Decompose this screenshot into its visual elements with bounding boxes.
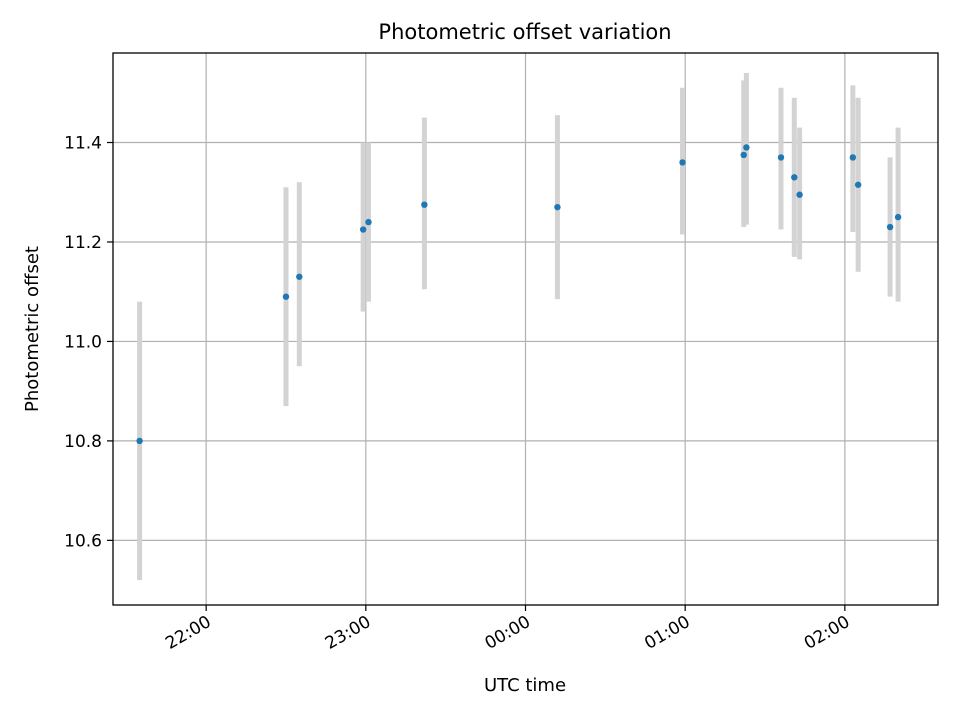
data-point [421, 201, 428, 208]
data-point [886, 223, 894, 231]
data-point [743, 144, 750, 151]
x-axis-label: UTC time [484, 675, 566, 696]
data-point [894, 213, 902, 221]
data-point [296, 273, 303, 280]
y-tick-label: 11.0 [64, 332, 102, 352]
data-point [791, 174, 798, 181]
data-point [796, 191, 803, 198]
y-axis-label: Photometric offset [22, 246, 43, 412]
data-point [554, 203, 561, 211]
data-point [679, 159, 686, 166]
y-tick-label: 11.4 [64, 134, 102, 154]
data-point [740, 151, 747, 159]
point-layer [136, 144, 902, 445]
chart-title: Photometric offset variation [378, 20, 671, 44]
y-tick-label: 11.2 [64, 233, 102, 253]
data-point [136, 437, 143, 445]
data-point [849, 154, 857, 161]
y-tick-label: 10.6 [64, 531, 102, 551]
data-point [359, 226, 367, 233]
data-point [365, 218, 372, 226]
y-tick-label: 10.8 [64, 432, 102, 452]
data-point [854, 181, 862, 188]
data-point [282, 293, 290, 300]
data-point [777, 154, 785, 161]
